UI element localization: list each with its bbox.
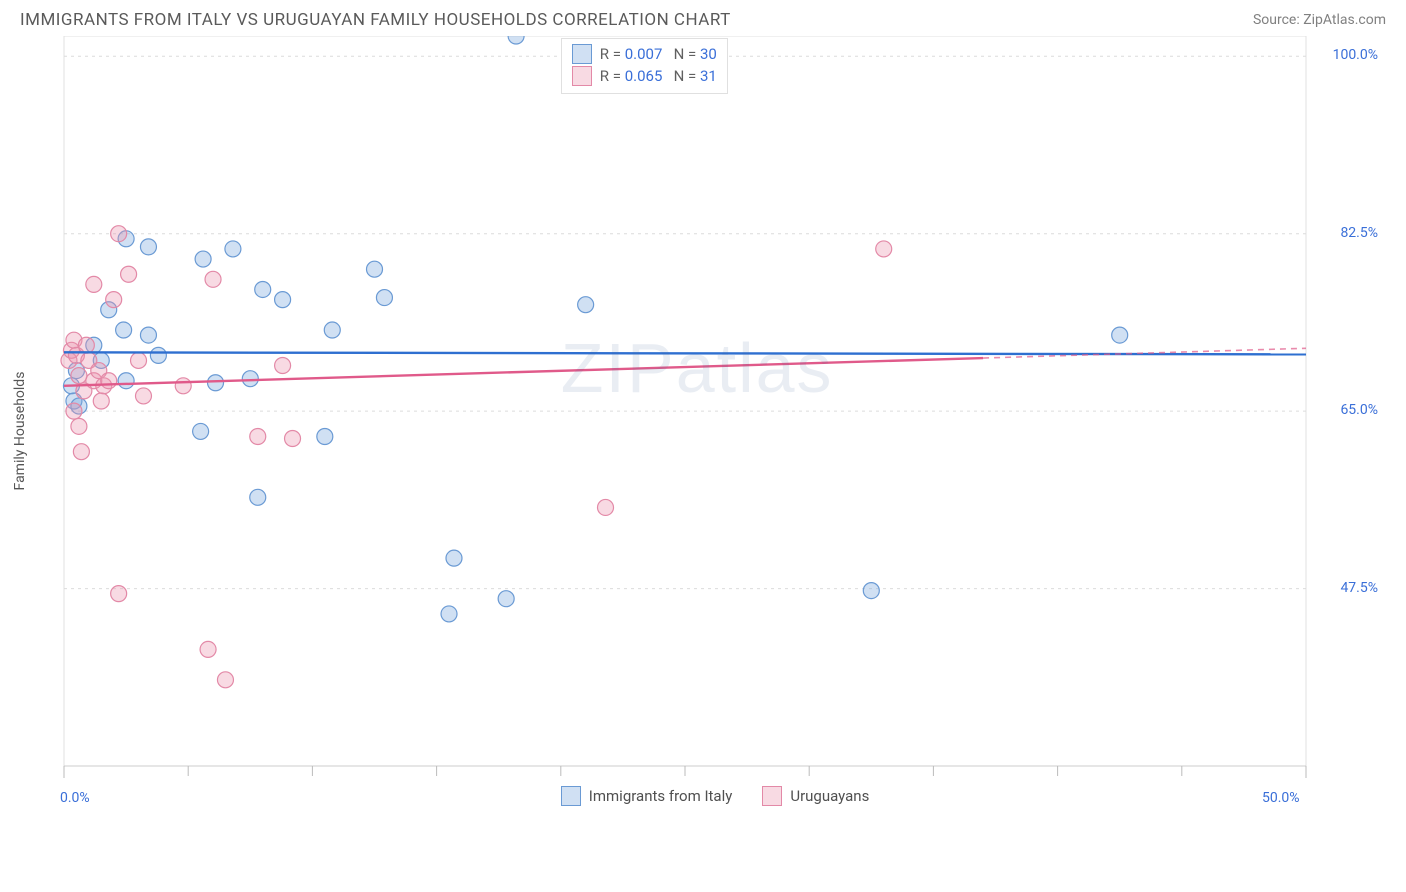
y-tick-label: 82.5%: [1340, 225, 1378, 241]
legend-swatch-icon: [572, 44, 592, 64]
legend-row: R = 0.065 N = 31: [572, 65, 717, 87]
legend-swatch-icon: [572, 66, 592, 86]
chart-header: IMMIGRANTS FROM ITALY VS URUGUAYAN FAMIL…: [0, 0, 1406, 36]
series-legend-label: Immigrants from Italy: [589, 787, 733, 805]
legend-swatch-icon: [762, 786, 782, 806]
y-tick-label: 65.0%: [1340, 402, 1378, 418]
series-legend-label: Uruguayans: [790, 787, 869, 805]
legend-swatch-icon: [561, 786, 581, 806]
x-tick-label: 50.0%: [1262, 790, 1300, 806]
source-label: Source: ZipAtlas.com: [1253, 12, 1386, 28]
correlation-legend: R = 0.007 N = 30R = 0.065 N = 31: [561, 38, 728, 94]
scatter-plot-svg: [60, 36, 1386, 826]
series-legend: Immigrants from Italy Uruguayans: [561, 786, 870, 806]
series-legend-item: Uruguayans: [762, 786, 869, 806]
y-tick-label: 47.5%: [1340, 580, 1378, 596]
x-tick-label: 0.0%: [60, 790, 90, 806]
y-tick-label: 100.0%: [1333, 47, 1378, 63]
series-legend-item: Immigrants from Italy: [561, 786, 733, 806]
y-axis-label: Family Households: [12, 372, 28, 491]
legend-row: R = 0.007 N = 30: [572, 43, 717, 65]
chart-title: IMMIGRANTS FROM ITALY VS URUGUAYAN FAMIL…: [20, 10, 731, 30]
chart-area: Family Households ZIPatlas R = 0.007 N =…: [60, 36, 1386, 826]
